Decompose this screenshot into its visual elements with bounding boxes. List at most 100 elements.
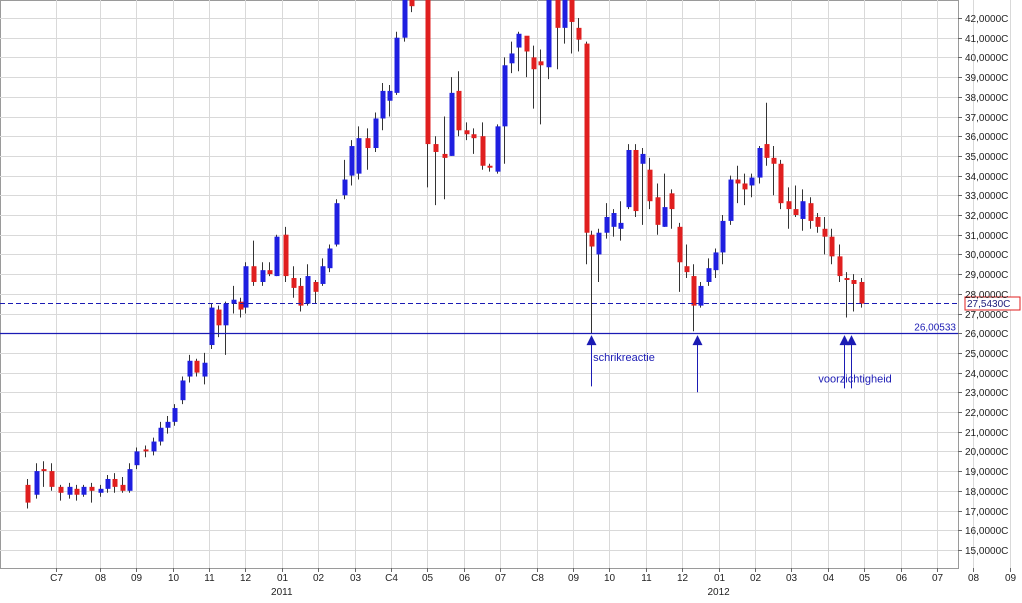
candle-body-up bbox=[713, 252, 719, 271]
y-tick-label: 38,0000C bbox=[965, 93, 1008, 104]
annotation-arrow-head bbox=[846, 335, 857, 346]
last-price-label: 27,5430C bbox=[967, 299, 1010, 310]
annotation-text-voorzichtigheid: voorzichtigheid bbox=[818, 373, 891, 385]
x-tick-label: 04 bbox=[823, 573, 835, 584]
y-tick-label: 27,0000C bbox=[965, 310, 1008, 321]
candle-body-down bbox=[120, 484, 126, 491]
candle-body-up bbox=[402, 0, 408, 38]
candle-body-up bbox=[626, 149, 632, 208]
x-tick-label: 01 bbox=[277, 573, 289, 584]
x-year-label: 2012 bbox=[707, 587, 730, 598]
x-tick-label: C7 bbox=[50, 573, 63, 584]
y-tick-label: 21,0000C bbox=[965, 428, 1008, 439]
candle-body-down bbox=[216, 309, 222, 326]
candle-body-down bbox=[49, 471, 55, 487]
candle-body-down bbox=[778, 163, 784, 204]
y-tick-label: 23,0000C bbox=[965, 388, 1008, 399]
y-tick-label: 28,0000C bbox=[965, 290, 1008, 301]
candle-body-down bbox=[786, 201, 792, 210]
x-tick-label: 08 bbox=[95, 573, 107, 584]
y-tick-label: 18,0000C bbox=[965, 487, 1008, 498]
candle-body-up bbox=[611, 213, 617, 227]
y-tick-label: 26,0000C bbox=[965, 329, 1008, 340]
plot-frame bbox=[0, 0, 959, 569]
candle-body-down bbox=[89, 486, 95, 491]
y-tick-label: 17,0000C bbox=[965, 507, 1008, 518]
x-tick-label: C8 bbox=[531, 573, 544, 584]
candle-body-down bbox=[480, 136, 486, 166]
candle-body-down bbox=[487, 165, 493, 168]
y-tick-label: 20,0000C bbox=[965, 447, 1008, 458]
x-year-label: 2011 bbox=[271, 587, 293, 598]
x-tick-label: 02 bbox=[750, 573, 762, 584]
x-tick-label: 09 bbox=[568, 573, 580, 584]
candle-body-up bbox=[449, 92, 455, 156]
candle-body-up bbox=[502, 65, 508, 127]
candle-body-down bbox=[471, 134, 477, 139]
x-tick-label: 12 bbox=[677, 573, 689, 584]
candle-body-down bbox=[742, 183, 748, 190]
candle-body-up bbox=[231, 299, 237, 304]
candle-body-down bbox=[793, 209, 799, 215]
y-tick-label: 42,0000C bbox=[965, 14, 1008, 25]
candle-body-down bbox=[409, 0, 415, 7]
candle-body-up bbox=[81, 486, 87, 495]
candle-body-down bbox=[291, 278, 297, 288]
y-tick-label: 24,0000C bbox=[965, 369, 1008, 380]
x-tick-label: 09 bbox=[131, 573, 143, 584]
candle-body-down bbox=[633, 149, 639, 212]
candle-body-down bbox=[584, 43, 590, 233]
y-tick-label: 32,0000C bbox=[965, 211, 1008, 222]
x-tick-label: 09 bbox=[1005, 573, 1017, 584]
candle-body-up bbox=[158, 427, 164, 442]
y-tick-label: 40,0000C bbox=[965, 53, 1008, 64]
y-tick-label: 34,0000C bbox=[965, 172, 1008, 183]
candle-body-down bbox=[735, 179, 741, 184]
candle-body-up bbox=[187, 360, 193, 377]
candle-body-up bbox=[509, 53, 515, 64]
candle-body-down bbox=[555, 0, 561, 28]
annotation-text-schrikreactie: schrikreactie bbox=[593, 352, 655, 364]
y-tick-label: 15,0000C bbox=[965, 546, 1008, 557]
x-tick-label: 11 bbox=[204, 573, 215, 584]
x-tick-label: 03 bbox=[350, 573, 362, 584]
candle-body-up bbox=[495, 126, 501, 172]
x-tick-label: 06 bbox=[459, 573, 471, 584]
candle-body-down bbox=[822, 228, 828, 237]
candle-body-down bbox=[143, 449, 149, 452]
candle-body-down bbox=[25, 484, 31, 503]
y-tick-label: 25,0000C bbox=[965, 349, 1008, 360]
candle-body-up bbox=[349, 146, 355, 176]
candle-body-up bbox=[202, 362, 208, 377]
candle-body-down bbox=[531, 57, 537, 70]
candle-body-up bbox=[209, 307, 215, 346]
candle-body-down bbox=[456, 90, 462, 131]
candle-body-down bbox=[655, 197, 661, 225]
candle-body-down bbox=[442, 153, 448, 158]
candle-body-down bbox=[844, 278, 850, 281]
candle-body-down bbox=[677, 226, 683, 263]
candle-body-up bbox=[387, 90, 393, 101]
candle-body-up bbox=[327, 248, 333, 269]
candle-body-down bbox=[41, 469, 47, 472]
x-tick-label: 05 bbox=[422, 573, 434, 584]
candle-body-up bbox=[757, 148, 763, 178]
candle-body-up bbox=[749, 177, 755, 186]
candle-body-up bbox=[373, 118, 379, 149]
y-tick-label: 35,0000C bbox=[965, 152, 1008, 163]
candle-body-up bbox=[394, 37, 400, 93]
candle-body-down bbox=[313, 281, 319, 292]
x-tick-label: 11 bbox=[641, 573, 652, 584]
candle-body-up bbox=[67, 486, 73, 495]
candle-body-up bbox=[342, 179, 348, 196]
candle-body-down bbox=[433, 144, 439, 152]
candle-body-down bbox=[524, 35, 530, 52]
candle-body-down bbox=[859, 281, 865, 304]
candle-body-down bbox=[851, 280, 857, 284]
annotation-arrow-head bbox=[586, 335, 597, 346]
candle-body-down bbox=[771, 157, 777, 164]
candle-body-up bbox=[260, 270, 266, 282]
y-tick-label: 33,0000C bbox=[965, 191, 1008, 202]
annotation-arrow-head bbox=[692, 335, 703, 346]
candle-body-up bbox=[151, 441, 157, 452]
